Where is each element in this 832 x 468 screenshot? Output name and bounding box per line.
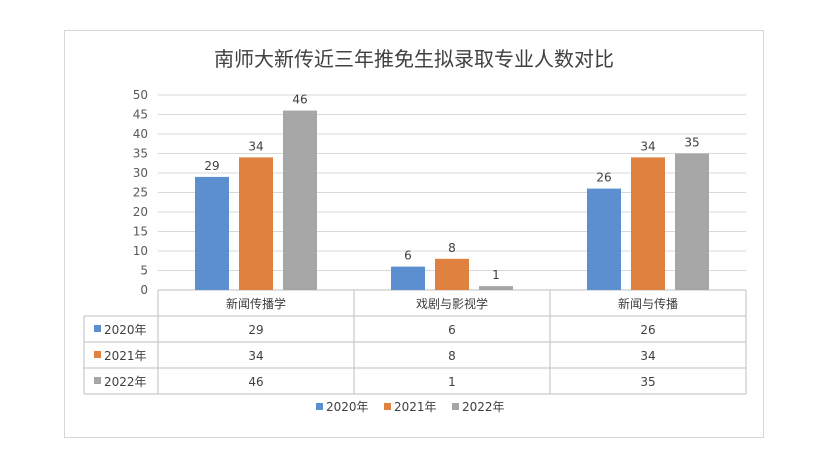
table-cell: 35	[640, 375, 655, 389]
y-tick-label: 20	[133, 205, 148, 219]
table-cell: 26	[640, 323, 655, 337]
bar	[479, 286, 513, 290]
legend-key	[94, 377, 101, 384]
y-tick-label: 15	[133, 225, 148, 239]
y-tick-label: 45	[133, 108, 148, 122]
bar	[283, 110, 317, 290]
bar	[587, 188, 621, 290]
data-table: 新闻传播学 戏剧与影视学 新闻与传播 2020年 29 6 26 2021年 34 8 34 2022…	[83, 290, 747, 395]
y-tick-label: 50	[133, 88, 148, 102]
legend-key	[94, 325, 101, 332]
data-label: 6	[404, 249, 412, 263]
bar	[631, 157, 665, 290]
legend-swatch	[452, 403, 459, 410]
y-tick-label: 10	[133, 244, 148, 258]
table-cell: 46	[248, 375, 263, 389]
data-label: 26	[596, 171, 611, 185]
category-label: 戏剧与影视学	[416, 296, 488, 311]
data-label: 29	[204, 159, 219, 173]
legend: 2020年 2021年 2022年	[316, 400, 505, 414]
y-tick-label: 5	[140, 264, 148, 278]
data-label: 34	[640, 139, 655, 153]
chart-title: 南师大新传近三年推免生拟录取专业人数对比	[214, 47, 614, 71]
bar	[239, 157, 273, 290]
row-header: 2020年	[104, 323, 147, 337]
legend-label: 2021年	[394, 400, 437, 414]
table-cell: 8	[448, 349, 456, 363]
legend-swatch	[316, 403, 323, 410]
legend-label: 2020年	[326, 400, 369, 414]
bar	[195, 176, 229, 290]
row-header: 2021年	[104, 349, 147, 363]
y-tick-label: 25	[133, 186, 148, 200]
bar	[435, 258, 469, 290]
y-tick-label: 30	[133, 166, 148, 180]
data-label: 34	[248, 139, 263, 153]
y-tick-label: 35	[133, 147, 148, 161]
bar	[391, 266, 425, 290]
table-cell: 6	[448, 323, 456, 337]
category-label: 新闻与传播	[618, 296, 678, 311]
bar	[675, 153, 709, 290]
legend-swatch	[384, 403, 391, 410]
y-tick-label: 40	[133, 127, 148, 141]
data-label: 46	[292, 93, 307, 107]
data-label: 1	[492, 268, 500, 282]
y-axis: 0 5 10 15 20 25 30 35 40 45 50	[133, 88, 148, 297]
y-tick-label: 0	[140, 283, 148, 297]
data-label: 35	[684, 136, 699, 150]
legend-key	[94, 351, 101, 358]
category-label: 新闻传播学	[226, 296, 286, 311]
data-label: 8	[448, 241, 456, 255]
table-cell: 34	[248, 349, 263, 363]
table-cell: 1	[448, 375, 456, 389]
row-header: 2022年	[104, 375, 147, 389]
legend-label: 2022年	[462, 400, 505, 414]
table-cell: 34	[640, 349, 655, 363]
bars-group: 29 34 46 6 8 1 26 34 35	[195, 93, 709, 290]
table-cell: 29	[248, 323, 263, 337]
